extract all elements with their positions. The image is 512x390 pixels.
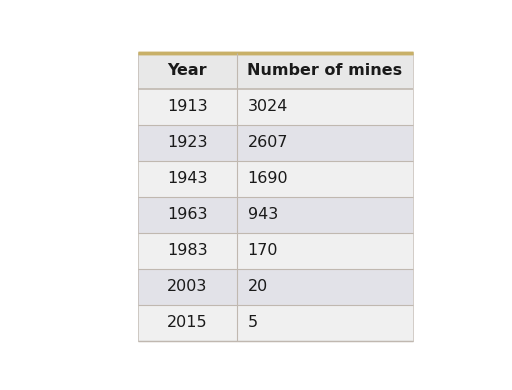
Text: 1923: 1923: [167, 135, 207, 151]
Bar: [138, 89, 413, 125]
Text: 943: 943: [247, 207, 278, 222]
Bar: [138, 125, 413, 161]
Text: 20: 20: [247, 280, 268, 294]
Text: 1913: 1913: [167, 99, 207, 114]
Bar: [138, 305, 413, 341]
Text: 170: 170: [247, 243, 278, 259]
Text: 2003: 2003: [167, 280, 207, 294]
Text: 5: 5: [247, 316, 258, 330]
Text: 1963: 1963: [167, 207, 207, 222]
Text: Number of mines: Number of mines: [247, 64, 402, 78]
Text: 2015: 2015: [167, 316, 207, 330]
Text: 2607: 2607: [247, 135, 288, 151]
Bar: [138, 269, 413, 305]
Text: 1943: 1943: [167, 172, 207, 186]
Bar: [138, 161, 413, 197]
Bar: [138, 53, 413, 89]
Bar: [138, 197, 413, 233]
Text: 1983: 1983: [167, 243, 207, 259]
Text: 3024: 3024: [247, 99, 288, 114]
Text: Year: Year: [167, 64, 207, 78]
Bar: [138, 233, 413, 269]
Text: 1690: 1690: [247, 172, 288, 186]
